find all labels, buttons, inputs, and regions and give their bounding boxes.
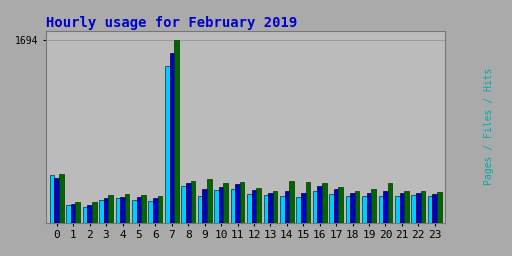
- Bar: [141, 195, 146, 223]
- Bar: [230, 189, 235, 223]
- Bar: [264, 195, 268, 223]
- Bar: [285, 191, 289, 223]
- Bar: [257, 188, 261, 223]
- Bar: [214, 190, 219, 223]
- Bar: [153, 198, 158, 223]
- Bar: [165, 66, 169, 223]
- Bar: [280, 196, 285, 223]
- Bar: [273, 190, 278, 223]
- Bar: [289, 181, 294, 223]
- Bar: [306, 182, 310, 223]
- Bar: [317, 186, 322, 223]
- Text: Pages / Files / Hits: Pages / Files / Hits: [484, 68, 494, 185]
- Bar: [388, 183, 392, 223]
- Bar: [92, 202, 97, 223]
- Bar: [120, 197, 125, 223]
- Bar: [313, 191, 317, 223]
- Bar: [75, 202, 80, 223]
- Bar: [240, 182, 244, 223]
- Bar: [296, 197, 301, 223]
- Bar: [50, 175, 54, 223]
- Bar: [362, 196, 367, 223]
- Bar: [268, 193, 273, 223]
- Bar: [148, 201, 153, 223]
- Bar: [421, 190, 425, 223]
- Bar: [132, 199, 137, 223]
- Bar: [412, 195, 416, 223]
- Bar: [181, 186, 186, 223]
- Bar: [219, 187, 223, 223]
- Bar: [404, 190, 409, 223]
- Bar: [54, 178, 59, 223]
- Bar: [174, 40, 179, 223]
- Bar: [399, 193, 404, 223]
- Bar: [235, 184, 240, 223]
- Bar: [252, 190, 257, 223]
- Bar: [169, 53, 174, 223]
- Bar: [346, 196, 350, 223]
- Bar: [66, 205, 71, 223]
- Bar: [433, 194, 437, 223]
- Bar: [355, 190, 359, 223]
- Bar: [350, 193, 355, 223]
- Bar: [207, 179, 211, 223]
- Bar: [88, 205, 92, 223]
- Bar: [437, 192, 442, 223]
- Bar: [190, 181, 195, 223]
- Bar: [428, 196, 433, 223]
- Bar: [116, 198, 120, 223]
- Bar: [104, 198, 109, 223]
- Bar: [71, 204, 75, 223]
- Bar: [338, 187, 343, 223]
- Bar: [186, 183, 190, 223]
- Bar: [137, 197, 141, 223]
- Bar: [395, 196, 399, 223]
- Bar: [223, 183, 228, 223]
- Bar: [322, 183, 327, 223]
- Bar: [125, 194, 130, 223]
- Bar: [334, 189, 338, 223]
- Bar: [59, 174, 63, 223]
- Bar: [383, 191, 388, 223]
- Bar: [83, 207, 88, 223]
- Bar: [378, 196, 383, 223]
- Bar: [109, 195, 113, 223]
- Bar: [416, 193, 421, 223]
- Text: Hourly usage for February 2019: Hourly usage for February 2019: [46, 16, 297, 29]
- Bar: [202, 189, 207, 223]
- Bar: [158, 196, 162, 223]
- Bar: [99, 200, 104, 223]
- Bar: [371, 189, 376, 223]
- Bar: [247, 194, 252, 223]
- Bar: [301, 193, 306, 223]
- Bar: [198, 196, 202, 223]
- Bar: [329, 194, 334, 223]
- Bar: [367, 193, 371, 223]
